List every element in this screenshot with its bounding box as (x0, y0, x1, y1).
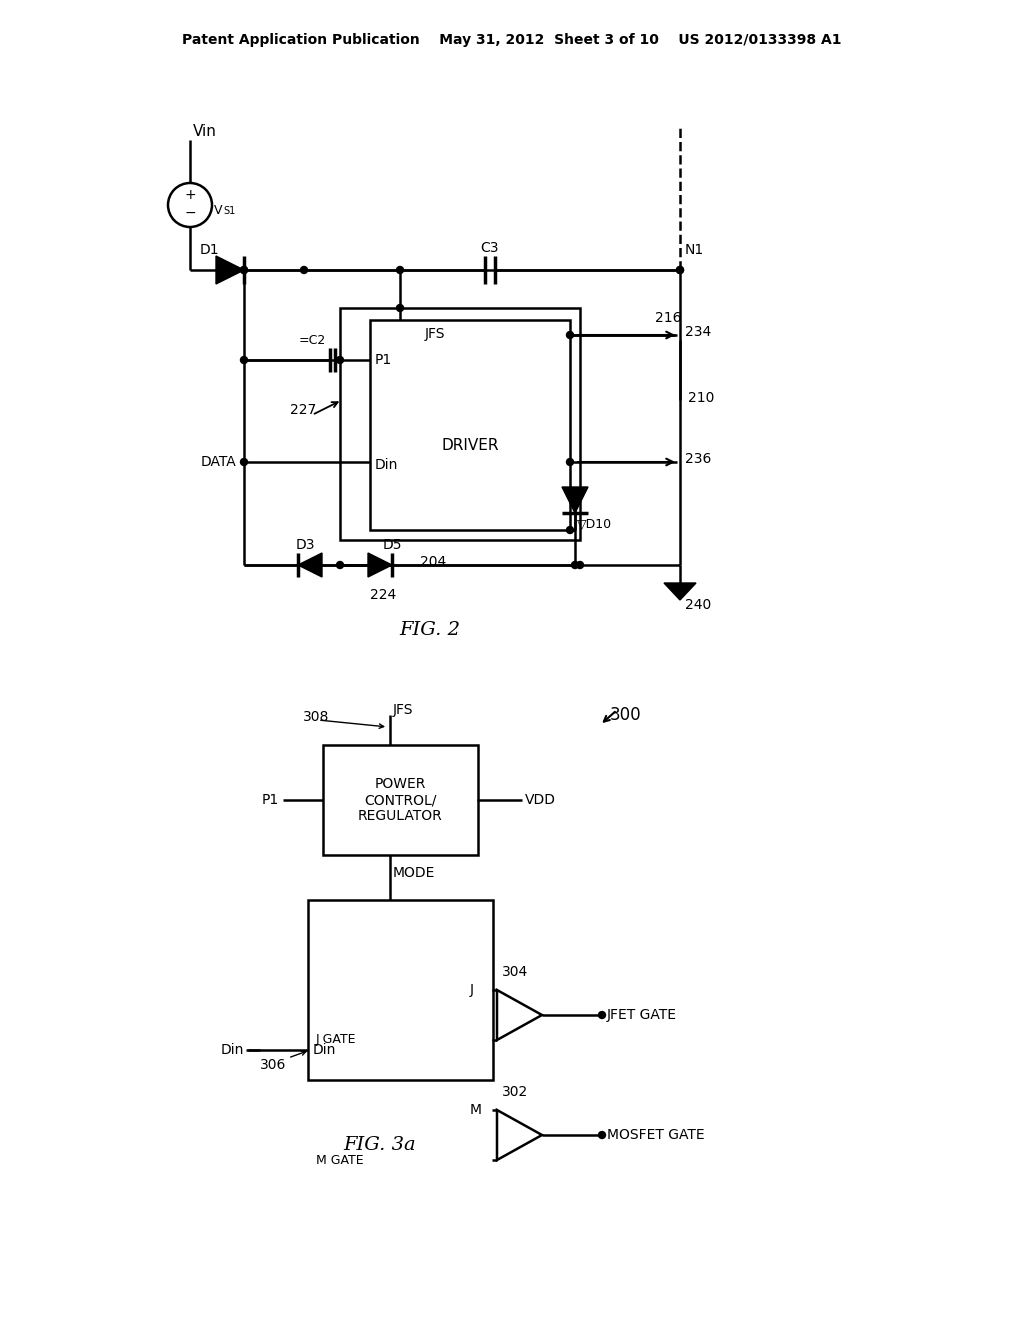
Text: V: V (214, 205, 222, 218)
Circle shape (396, 305, 403, 312)
Circle shape (598, 1011, 605, 1019)
Text: N1: N1 (685, 243, 705, 257)
Text: D3: D3 (295, 539, 314, 552)
Circle shape (337, 356, 343, 363)
Text: 240: 240 (685, 598, 712, 612)
Text: =C2: =C2 (299, 334, 326, 346)
Text: JFET GATE: JFET GATE (607, 1008, 677, 1022)
Circle shape (677, 267, 683, 273)
Text: 236: 236 (685, 451, 712, 466)
Text: DRIVER: DRIVER (441, 437, 499, 453)
Text: M: M (470, 1104, 482, 1117)
Circle shape (577, 561, 584, 569)
Text: Din: Din (375, 458, 398, 473)
Text: C3: C3 (480, 242, 499, 255)
Text: Din: Din (220, 1043, 244, 1057)
Text: J: J (470, 983, 474, 997)
Polygon shape (562, 487, 588, 513)
Text: DATA: DATA (201, 455, 236, 469)
Text: 308: 308 (303, 710, 330, 723)
Text: Patent Application Publication    May 31, 2012  Sheet 3 of 10    US 2012/0133398: Patent Application Publication May 31, 2… (182, 33, 842, 48)
Polygon shape (298, 553, 322, 577)
Text: 224: 224 (370, 587, 396, 602)
Text: MOSFET GATE: MOSFET GATE (607, 1129, 705, 1142)
Bar (308, 900, 493, 1080)
Text: MODE: MODE (393, 866, 435, 880)
Text: POWER
CONTROL/
REGULATOR: POWER CONTROL/ REGULATOR (357, 776, 442, 824)
Text: 300: 300 (610, 706, 642, 723)
Text: JFS: JFS (425, 327, 445, 341)
Circle shape (566, 458, 573, 466)
Bar (370, 319, 570, 531)
Circle shape (598, 1131, 605, 1138)
Text: FIG. 2: FIG. 2 (399, 620, 461, 639)
Text: 304: 304 (502, 965, 528, 979)
Text: 204: 204 (420, 554, 446, 569)
Text: J GATE: J GATE (316, 1034, 356, 1047)
Polygon shape (216, 256, 244, 284)
Polygon shape (664, 583, 696, 601)
Text: 210: 210 (688, 391, 715, 405)
Text: VDD: VDD (525, 793, 556, 807)
Text: FIG. 3a: FIG. 3a (344, 1137, 417, 1154)
Text: 227: 227 (290, 403, 316, 417)
Circle shape (337, 561, 343, 569)
Circle shape (571, 561, 579, 569)
Text: D1: D1 (200, 243, 219, 257)
Text: 234: 234 (685, 325, 712, 339)
Bar (323, 744, 478, 855)
Text: S1: S1 (223, 206, 236, 216)
Circle shape (241, 356, 248, 363)
Text: −: − (184, 206, 196, 220)
Text: M GATE: M GATE (316, 1154, 364, 1167)
Text: +: + (184, 187, 196, 202)
Bar (340, 308, 580, 540)
Text: D5: D5 (383, 539, 402, 552)
Text: Vin: Vin (193, 124, 217, 140)
Text: 302: 302 (502, 1085, 528, 1100)
Text: P1: P1 (262, 793, 279, 807)
Text: 216: 216 (655, 312, 682, 325)
Circle shape (241, 267, 248, 273)
Circle shape (241, 267, 248, 273)
Text: P1: P1 (375, 352, 392, 367)
Text: ▽D10: ▽D10 (577, 519, 612, 532)
Text: Din: Din (313, 1043, 336, 1057)
Text: 306: 306 (260, 1059, 286, 1072)
Circle shape (566, 527, 573, 533)
Text: JFS: JFS (393, 704, 414, 717)
Circle shape (300, 267, 307, 273)
Circle shape (396, 267, 403, 273)
Circle shape (241, 458, 248, 466)
Circle shape (566, 331, 573, 338)
Circle shape (677, 267, 683, 273)
Polygon shape (368, 553, 392, 577)
